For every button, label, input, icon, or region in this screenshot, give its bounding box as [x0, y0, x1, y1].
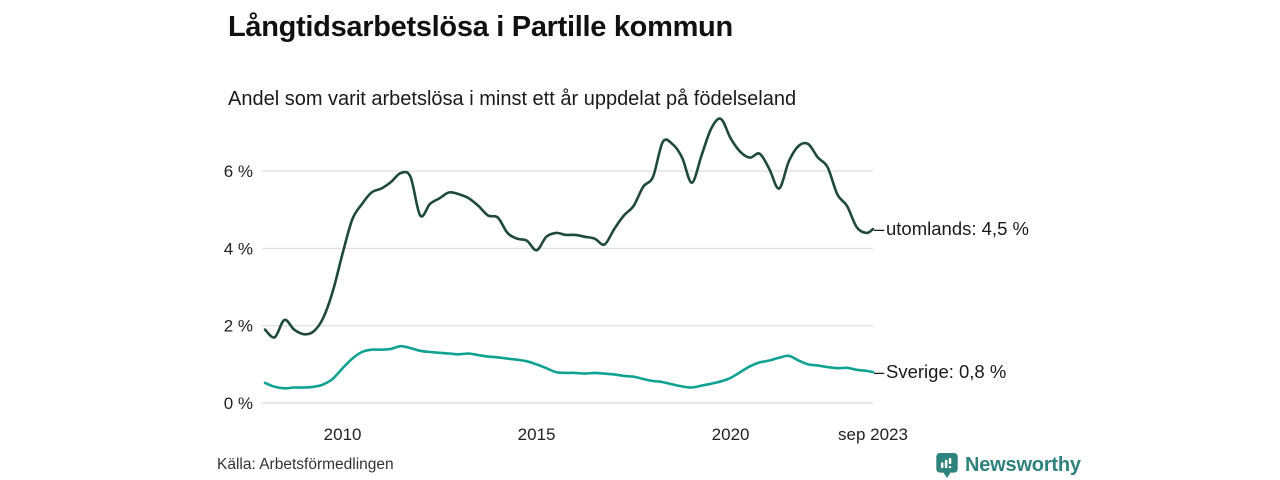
x-tick-label: 2020	[712, 425, 750, 444]
x-tick-label: 2015	[518, 425, 556, 444]
source-note: Källa: Arbetsförmedlingen	[217, 456, 394, 473]
newsworthy-bubble-barchart-icon	[936, 453, 958, 478]
y-tick-label: 4 %	[224, 239, 253, 258]
y-tick-label: 2 %	[224, 317, 253, 336]
series-line-utomlands	[263, 117, 875, 339]
y-tick-label: 0 %	[224, 394, 253, 413]
series-end-label-sverige: Sverige: 0,8 %	[886, 361, 1006, 382]
x-tick-label: 2010	[324, 425, 362, 444]
series-end-label-utomlands: utomlands: 4,5 %	[886, 218, 1029, 239]
y-tick-label: 6 %	[224, 162, 253, 181]
brand-logo: Newsworthy	[936, 453, 1081, 478]
end-label-dash: –	[874, 218, 885, 239]
page-subtitle: Andel som varit arbetslösa i minst ett å…	[228, 88, 797, 110]
end-label-dash: –	[874, 361, 885, 382]
brand-name: Newsworthy	[965, 454, 1081, 476]
page-title: Långtidsarbetslösa i Partille kommun	[228, 11, 733, 43]
x-tick-label: sep 2023	[838, 425, 908, 444]
series-line-sverige	[263, 344, 875, 390]
